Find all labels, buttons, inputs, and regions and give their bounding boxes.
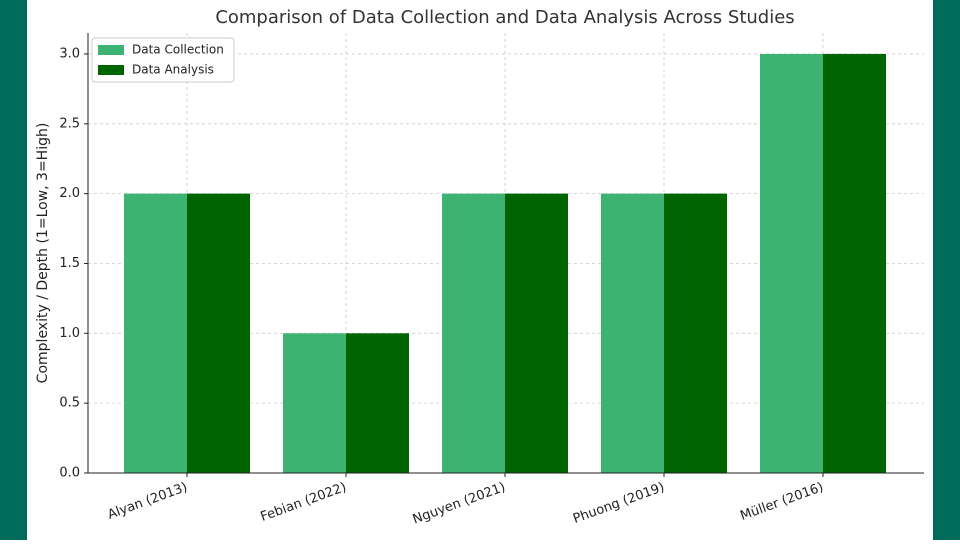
- x-tick-label: Febian (2022): [259, 480, 349, 525]
- bar: [283, 333, 346, 473]
- legend-label: Data Collection: [132, 43, 224, 57]
- x-tick-label: Phuong (2019): [571, 480, 666, 527]
- chart-title: Comparison of Data Collection and Data A…: [215, 7, 794, 28]
- bar: [346, 333, 409, 473]
- y-tick-label: 0.0: [59, 466, 80, 481]
- legend-swatch: [98, 45, 124, 55]
- legend-swatch: [98, 65, 124, 75]
- bar: [601, 193, 664, 473]
- y-tick-label: 2.5: [59, 116, 80, 131]
- bar: [760, 53, 823, 473]
- bar: [664, 193, 727, 473]
- side-border: [0, 0, 27, 540]
- y-tick-label: 2.0: [59, 186, 80, 201]
- bar: [442, 193, 505, 473]
- legend-label: Data Analysis: [132, 63, 214, 77]
- legend-box: [91, 37, 235, 83]
- x-tick-label: Müller (2016): [738, 480, 825, 524]
- bar: [187, 193, 250, 473]
- bar: [505, 193, 568, 473]
- bar: [124, 193, 187, 473]
- side-border: [933, 0, 960, 540]
- x-tick-label: Nguyen (2021): [411, 480, 508, 527]
- y-tick-label: 3.0: [59, 46, 80, 61]
- y-tick-label: 0.5: [59, 396, 80, 411]
- y-tick-label: 1.5: [59, 256, 80, 271]
- y-axis-label: Complexity / Depth (1=Low, 3=High): [35, 123, 51, 384]
- x-tick-label: Alyan (2013): [106, 480, 190, 523]
- y-tick-label: 1.0: [59, 326, 80, 341]
- bar: [823, 53, 886, 473]
